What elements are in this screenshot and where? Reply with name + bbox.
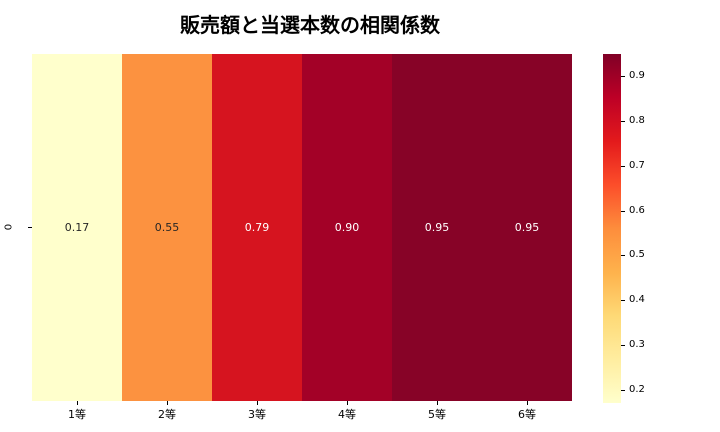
- colorbar-tick-label: 0.3: [629, 338, 645, 350]
- colorbar-tick-mark: [621, 76, 625, 78]
- x-tick-mark: [76, 401, 78, 405]
- colorbar-tick-label: 0.6: [629, 204, 645, 216]
- x-tick-label: 6等: [518, 408, 536, 421]
- x-tick-mark: [436, 401, 438, 405]
- cell-value-label: 0.95: [424, 221, 450, 234]
- x-tick-mark: [346, 401, 348, 405]
- colorbar-ticks: 0.2 0.3 0.4 0.5 0.6 0.7 0.8 0.9: [621, 54, 661, 403]
- colorbar: [603, 54, 621, 403]
- y-tick-label: 0: [3, 223, 15, 231]
- x-tick-mark: [256, 401, 258, 405]
- colorbar-tick-label: 0.8: [629, 115, 645, 127]
- heatmap-cell: 0.79: [212, 54, 302, 401]
- colorbar-tick-label: 0.2: [629, 383, 645, 395]
- heatmap-cell: 0.95: [482, 54, 572, 401]
- x-tick-mark: [526, 401, 528, 405]
- colorbar-tick-mark: [621, 255, 625, 257]
- cell-value-label: 0.90: [334, 221, 360, 234]
- cell-value-label: 0.79: [244, 221, 270, 234]
- colorbar-tick-label: 0.4: [629, 294, 645, 306]
- x-tick-label: 1等: [68, 408, 86, 421]
- y-tick-mark: [28, 227, 32, 228]
- colorbar-tick-mark: [621, 210, 625, 212]
- heatmap-grid: 0.17 0.55 0.79 0.90 0.95 0.95: [32, 54, 572, 401]
- heatmap-cell: 0.55: [122, 54, 212, 401]
- x-axis: 1等 2等 3等 4等 5等 6等: [32, 401, 572, 427]
- x-tick-mark: [166, 401, 168, 405]
- colorbar-tick-mark: [621, 121, 625, 123]
- heatmap-cell: 0.17: [32, 54, 122, 401]
- y-axis: 0: [0, 54, 32, 401]
- colorbar-tick-label: 0.9: [629, 70, 645, 82]
- colorbar-tick-mark: [621, 165, 625, 167]
- colorbar-tick-mark: [621, 300, 625, 302]
- cell-value-label: 0.55: [154, 221, 180, 234]
- x-tick-label: 2等: [158, 408, 176, 421]
- heatmap-cell: 0.90: [302, 54, 392, 401]
- cell-value-label: 0.95: [514, 221, 540, 234]
- colorbar-tick-label: 0.5: [629, 249, 645, 261]
- colorbar-tick-label: 0.7: [629, 159, 645, 171]
- heatmap-cell: 0.95: [392, 54, 482, 401]
- chart-title: 販売額と当選本数の相関係数: [180, 13, 440, 37]
- colorbar-tick-mark: [621, 344, 625, 346]
- x-tick-label: 5等: [428, 408, 446, 421]
- cell-value-label: 0.17: [64, 221, 90, 234]
- x-tick-label: 3等: [248, 408, 266, 421]
- x-tick-label: 4等: [338, 408, 356, 421]
- colorbar-tick-mark: [621, 389, 625, 391]
